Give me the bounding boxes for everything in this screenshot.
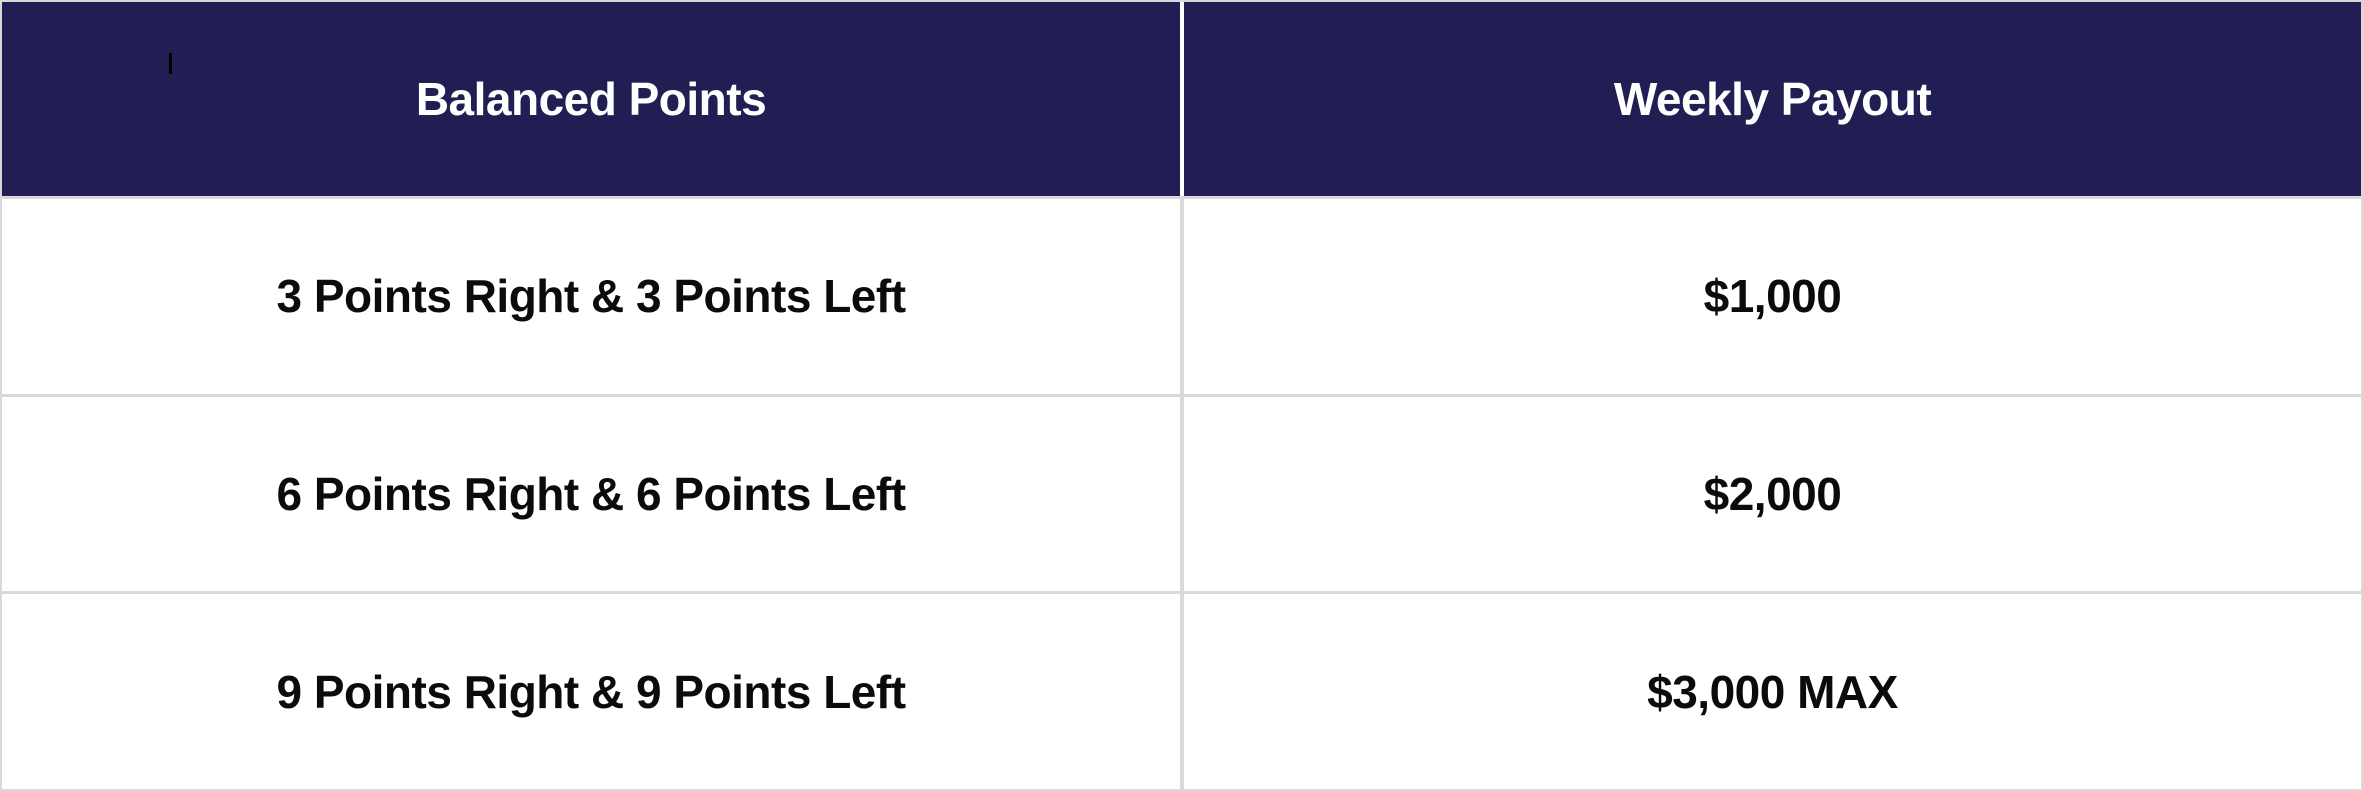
table-row: 3 Points Right & 3 Points Left $1,000 bbox=[2, 196, 2361, 394]
cell-payout-row-3[interactable]: $3,000 MAX bbox=[1184, 594, 2361, 789]
header-label-weekly-payout: Weekly Payout bbox=[1613, 73, 1932, 125]
points-label: 6 Points Right & 6 Points Left bbox=[276, 468, 906, 520]
cell-payout-row-2[interactable]: $2,000 bbox=[1184, 397, 2361, 592]
payout-value: $2,000 bbox=[1703, 468, 1842, 520]
header-cell-weekly-payout[interactable]: Weekly Payout bbox=[1184, 2, 2361, 196]
column-divider bbox=[1180, 594, 1184, 790]
points-label: 9 Points Right & 9 Points Left bbox=[276, 665, 906, 718]
column-divider bbox=[1180, 199, 1184, 394]
header-cell-balanced-points[interactable]: Balanced Points bbox=[2, 2, 1180, 196]
points-label: 3 Points Right & 3 Points Left bbox=[276, 270, 906, 323]
cell-points-row-3[interactable]: 9 Points Right & 9 Points Left bbox=[2, 594, 1180, 789]
table-header-row: Balanced Points Weekly Payout bbox=[2, 2, 2361, 196]
header-label-balanced-points: Balanced Points bbox=[415, 73, 767, 125]
table-row: 9 Points Right & 9 Points Left $3,000 MA… bbox=[2, 591, 2361, 790]
payout-value: $3,000 MAX bbox=[1647, 665, 1898, 718]
cell-payout-row-1[interactable]: $1,000 bbox=[1184, 199, 2361, 394]
column-divider bbox=[1180, 2, 1184, 196]
cell-points-row-1[interactable]: 3 Points Right & 3 Points Left bbox=[2, 199, 1180, 394]
text-caret bbox=[169, 53, 172, 74]
payout-value: $1,000 bbox=[1703, 270, 1842, 323]
cell-points-row-2[interactable]: 6 Points Right & 6 Points Left bbox=[2, 397, 1180, 592]
table-row: 6 Points Right & 6 Points Left $2,000 bbox=[2, 393, 2361, 592]
column-divider bbox=[1180, 396, 1184, 592]
